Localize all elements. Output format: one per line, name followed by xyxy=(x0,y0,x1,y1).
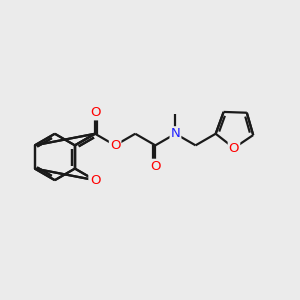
Text: O: O xyxy=(90,106,100,119)
Text: O: O xyxy=(90,174,100,187)
Text: O: O xyxy=(110,139,120,152)
Text: O: O xyxy=(90,174,100,187)
Text: N: N xyxy=(171,127,180,140)
Text: O: O xyxy=(150,160,160,173)
Text: O: O xyxy=(229,142,239,154)
